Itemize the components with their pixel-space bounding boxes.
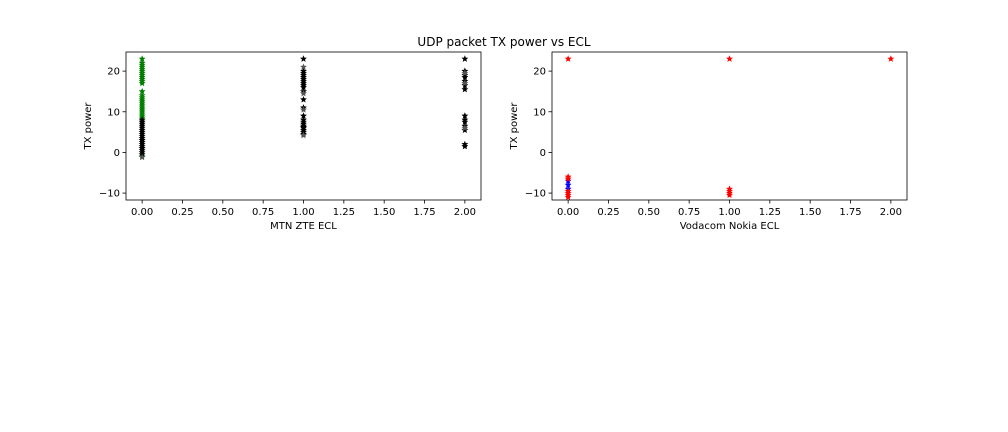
- left-data-point: [461, 112, 469, 119]
- left-xlabel: MTN ZTE ECL: [270, 221, 337, 232]
- right-data-point: [726, 55, 733, 62]
- right-x-tick-label: 2.00: [880, 207, 902, 218]
- right-data-point: [564, 55, 572, 62]
- right-data-point: [564, 193, 572, 201]
- right-data-point: [726, 191, 733, 199]
- left-data-point: [300, 106, 307, 113]
- right-data-point: [564, 175, 572, 182]
- left-data-point: [300, 123, 307, 131]
- left-data-point: [300, 112, 307, 119]
- right-y-tick-label: 10: [533, 107, 546, 118]
- left-data-point: [300, 89, 307, 97]
- right-x-tick-label: 0.25: [597, 207, 619, 218]
- right-x-tick-label: 1.75: [839, 207, 861, 218]
- left-x-tick-label: 2.00: [454, 207, 476, 218]
- left-scatter-panel: MTN ZTE ECL TX power 0.00 0.25 0.50 0.75 1.0…: [83, 51, 482, 232]
- left-data-point: [461, 79, 469, 87]
- left-data-point: [461, 69, 469, 77]
- right-y-tick-label: −10: [525, 189, 546, 200]
- right-y-tick-label: 0: [540, 148, 546, 159]
- left-data-point: [300, 95, 307, 103]
- right-ylabel: TX power: [509, 102, 520, 151]
- left-ylabel: TX power: [83, 102, 94, 151]
- left-y-tick-label: −10: [99, 189, 120, 200]
- left-x-tick-label: 1.25: [333, 207, 355, 218]
- left-data-point: [461, 85, 469, 93]
- left-x-tick-label: 1.00: [292, 207, 314, 218]
- left-data-point: [300, 83, 307, 91]
- figure-title: UDP packet TX power vs ECL: [417, 35, 590, 49]
- right-data-point: [887, 55, 895, 62]
- left-y-tick-label: 0: [114, 148, 120, 159]
- right-y-tick-label: 20: [533, 67, 546, 78]
- left-x-tick-label: 0.25: [171, 207, 193, 218]
- left-series-2: [138, 63, 469, 161]
- left-data-point: [461, 124, 469, 131]
- left-x-tick-label: 0.50: [212, 207, 234, 218]
- left-x-tick-label: 0.00: [131, 207, 153, 218]
- right-x-tick-label: 1.25: [759, 207, 781, 218]
- left-y-tick-label: 20: [107, 67, 120, 78]
- left-data-point: [300, 55, 307, 62]
- left-data-point: [461, 73, 469, 81]
- right-xlabel: Vodacom Nokia ECL: [680, 221, 780, 232]
- left-data-point: [300, 118, 307, 125]
- left-data-point: [461, 81, 469, 89]
- left-data-point: [300, 63, 307, 70]
- right-data-point: [564, 181, 572, 188]
- left-data-point: [138, 79, 146, 87]
- left-x-tick-label: 0.75: [252, 207, 274, 218]
- left-data-point: [461, 55, 469, 62]
- right-data-point: [564, 177, 572, 184]
- left-data-point: [300, 131, 307, 139]
- left-y-tick-label: 10: [107, 107, 120, 118]
- right-x-tick-label: 0.75: [678, 207, 700, 218]
- left-x-tick-label: 1.50: [373, 207, 395, 218]
- right-x-tick-label: 0.00: [557, 207, 579, 218]
- left-data-point: [461, 142, 469, 150]
- right-scatter-panel: Vodacom Nokia ECL TX power 0.00 0.25 0.50 0…: [509, 51, 908, 232]
- right-x-tick-label: 1.00: [718, 207, 740, 218]
- left-data-point: [138, 87, 146, 95]
- right-x-tick-label: 1.50: [799, 207, 821, 218]
- left-data-point: [138, 55, 146, 62]
- left-x-tick-label: 1.75: [413, 207, 435, 218]
- left-series-1: [138, 55, 469, 158]
- right-x-tick-label: 0.50: [638, 207, 660, 218]
- left-data-point: [138, 153, 146, 161]
- right-series-1: [564, 55, 895, 201]
- left-data-point: [461, 126, 469, 133]
- left-data-point: [461, 118, 469, 125]
